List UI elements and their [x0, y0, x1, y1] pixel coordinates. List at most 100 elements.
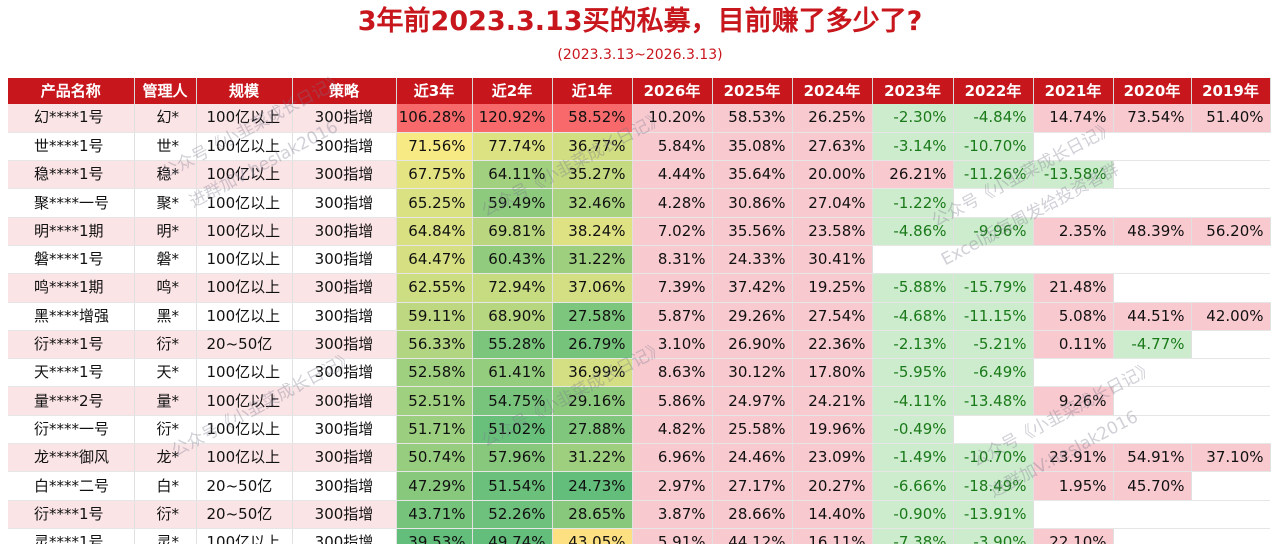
manager: 幻* — [134, 104, 197, 133]
return-cell: -13.58% — [1033, 160, 1114, 190]
manager: 鸣* — [134, 273, 197, 303]
return-cell: 21.48% — [1033, 273, 1114, 303]
return-cell: 58.52% — [552, 104, 633, 133]
return-cell: 26.25% — [792, 104, 873, 133]
return-cell: 6.96% — [632, 443, 713, 473]
return-cell: 31.22% — [552, 245, 633, 275]
product-name: 衍****1号 — [8, 330, 135, 360]
product-name: 衍****一号 — [8, 415, 135, 445]
return-cell: 26.90% — [712, 330, 793, 360]
return-cell: 4.44% — [632, 160, 713, 190]
fund-scale: 100亿以上 — [196, 160, 293, 190]
return-cell — [1191, 471, 1270, 501]
return-cell: 14.74% — [1033, 104, 1114, 133]
return-cell: 73.54% — [1113, 104, 1192, 133]
strategy: 300指增 — [292, 471, 397, 501]
return-cell: 26.21% — [872, 160, 954, 190]
return-cell: 17.80% — [792, 358, 873, 388]
column-header: 规模 — [196, 78, 293, 104]
return-cell: 58.53% — [712, 104, 793, 133]
return-cell: 56.20% — [1191, 217, 1271, 246]
return-cell — [1191, 500, 1270, 529]
manager: 衍* — [134, 330, 197, 360]
return-cell: 20.00% — [792, 160, 873, 190]
return-cell: 52.51% — [396, 386, 473, 416]
return-cell: 29.16% — [552, 386, 633, 416]
manager: 磐* — [134, 245, 197, 275]
return-cell — [1033, 132, 1113, 162]
table-row: 衍****1号 衍* 20~50亿 300指增 56.33% 55.28% 26.79% 3.… — [8, 330, 1270, 360]
fund-scale: 100亿以上 — [196, 302, 293, 331]
return-cell: 69.81% — [472, 217, 553, 246]
product-name: 灵****1号 — [8, 528, 135, 544]
return-cell: 2.97% — [632, 471, 713, 501]
table-row: 灵****1号 灵* 100亿以上 300指增 39.53% 49.74% 43.05% 5.… — [8, 528, 1270, 544]
fund-scale: 100亿以上 — [196, 217, 293, 246]
return-cell: 42.00% — [1191, 302, 1271, 331]
return-cell: 45.70% — [1113, 471, 1192, 501]
return-cell: -1.49% — [872, 443, 954, 473]
product-name: 幻****1号 — [8, 104, 135, 133]
table-row: 龙****御风 龙* 100亿以上 300指增 50.74% 57.96% 31.22% 6.… — [8, 443, 1271, 473]
return-cell: 51.40% — [1191, 104, 1271, 133]
return-cell: 27.04% — [792, 188, 873, 218]
return-cell: -5.88% — [872, 273, 954, 303]
return-cell: 5.08% — [1033, 302, 1114, 331]
return-cell: 68.90% — [472, 302, 553, 331]
table-body: 幻****1号 幻* 100亿以上 300指增 106.28% 120.92% 58.52%… — [8, 104, 1271, 544]
return-cell: -2.30% — [872, 104, 954, 133]
return-cell: 3.87% — [632, 500, 713, 529]
return-cell: 24.33% — [712, 245, 793, 275]
return-cell: 28.66% — [712, 500, 793, 529]
return-cell: -13.48% — [953, 386, 1034, 416]
table-row: 白****二号 白* 20~50亿 300指增 47.29% 51.54% 24.73% 2.… — [8, 471, 1270, 501]
return-cell: 52.26% — [472, 500, 553, 529]
return-cell: 54.91% — [1113, 443, 1192, 473]
return-cell: 2.35% — [1033, 217, 1114, 246]
return-cell: 19.96% — [792, 415, 873, 445]
return-cell: 32.46% — [552, 188, 633, 218]
return-cell: -15.79% — [953, 273, 1034, 303]
manager: 黑* — [134, 302, 197, 331]
return-cell: 27.17% — [712, 471, 793, 501]
strategy: 300指增 — [292, 415, 397, 445]
table-row: 幻****1号 幻* 100亿以上 300指增 106.28% 120.92% 58.52%… — [8, 104, 1271, 133]
fund-scale: 100亿以上 — [196, 132, 293, 162]
product-name: 量****2号 — [8, 386, 135, 416]
return-cell: -10.70% — [953, 132, 1034, 162]
return-cell: 23.58% — [792, 217, 873, 246]
return-cell: 60.43% — [472, 245, 553, 275]
return-cell: 57.96% — [472, 443, 553, 473]
return-cell: -1.22% — [872, 188, 954, 218]
return-cell: 23.09% — [792, 443, 873, 473]
return-cell — [1033, 188, 1113, 218]
return-cell: -4.77% — [1113, 330, 1192, 360]
return-cell — [1191, 358, 1270, 388]
manager: 稳* — [134, 160, 197, 190]
return-cell — [953, 415, 1033, 445]
return-cell: 5.86% — [632, 386, 713, 416]
product-name: 白****二号 — [8, 471, 135, 501]
manager: 量* — [134, 386, 197, 416]
return-cell: 35.08% — [712, 132, 793, 162]
return-cell — [1191, 415, 1270, 445]
return-cell: 64.84% — [396, 217, 473, 246]
return-cell: 54.75% — [472, 386, 553, 416]
return-cell: 31.22% — [552, 443, 633, 473]
return-cell: 64.11% — [472, 160, 553, 190]
table-row: 天****1号 天* 100亿以上 300指增 52.58% 61.41% 36.99% 8.… — [8, 358, 1270, 388]
return-cell: 36.77% — [552, 132, 633, 162]
return-cell: -5.21% — [953, 330, 1034, 360]
return-cell: 62.55% — [396, 273, 473, 303]
return-cell: -0.49% — [872, 415, 954, 445]
strategy: 300指增 — [292, 132, 397, 162]
return-cell: 24.46% — [712, 443, 793, 473]
fund-scale: 100亿以上 — [196, 415, 293, 445]
return-cell: 61.41% — [472, 358, 553, 388]
manager: 龙* — [134, 443, 197, 473]
return-cell: -10.70% — [953, 443, 1034, 473]
strategy: 300指增 — [292, 188, 397, 218]
return-cell: 36.99% — [552, 358, 633, 388]
return-cell: -2.13% — [872, 330, 954, 360]
return-cell: 27.54% — [792, 302, 873, 331]
